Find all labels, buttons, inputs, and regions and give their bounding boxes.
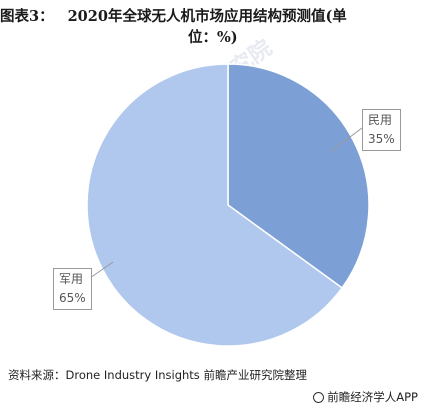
slice-label-military: 军用: [59, 272, 84, 286]
slice-label-civil: 民用: [368, 113, 393, 127]
figure-number: 图表3：: [0, 8, 54, 25]
chart-title: 图表3： 2020年全球无人机市场应用结构预测值(单 位：%): [0, 6, 426, 48]
brand-text: 前瞻经济学人APP: [327, 390, 418, 404]
source-note: 资料来源：Drone Industry Insights 前瞻产业研究院整理: [8, 368, 307, 382]
slice-value-military: 65%: [59, 291, 86, 305]
title-line-2: 位：%): [188, 29, 238, 46]
callout-military: 军用 65%: [53, 268, 92, 310]
callout-civil: 民用 35%: [362, 109, 401, 151]
brand-footer: 前瞻经济学人APP: [313, 389, 418, 405]
pie-slice-civil: [227, 63, 370, 289]
leader-line-military: [89, 261, 114, 279]
slice-value-civil: 35%: [368, 132, 395, 146]
qianzhan-logo-icon: [313, 392, 325, 403]
leader-line-civil: [329, 127, 363, 153]
title-line-1: 2020年全球无人机市场应用结构预测值(单: [67, 8, 347, 25]
